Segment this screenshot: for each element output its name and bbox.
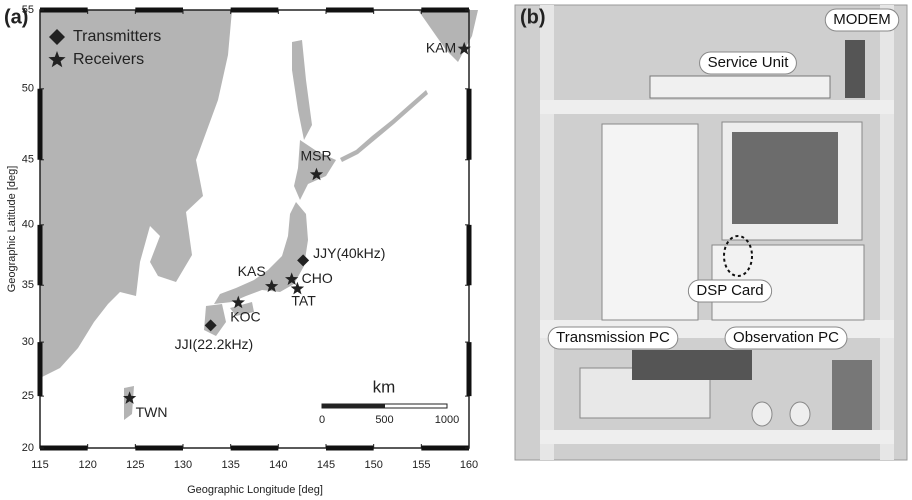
photo-label: Transmission PC bbox=[556, 329, 670, 346]
photo-label: Observation PC bbox=[733, 329, 839, 346]
x-tick-label: 120 bbox=[78, 459, 96, 471]
x-tick-label: 145 bbox=[317, 459, 335, 471]
x-tick-label: 150 bbox=[364, 459, 382, 471]
y-axis-title: Geographic Latitude [deg] bbox=[6, 166, 18, 293]
scale-segment bbox=[322, 404, 385, 408]
x-tick-label: 130 bbox=[174, 459, 192, 471]
scale-title: km bbox=[373, 377, 396, 396]
station-label: TAT bbox=[291, 292, 316, 308]
x-tick-label: 135 bbox=[221, 459, 239, 471]
land bbox=[40, 10, 478, 420]
scale-tick-label: 1000 bbox=[435, 414, 459, 426]
station-label: JJY(40kHz) bbox=[313, 245, 385, 261]
station-label: TWN bbox=[136, 404, 168, 420]
station-label: KAS bbox=[238, 263, 266, 279]
station-label: JJI(22.2kHz) bbox=[175, 336, 254, 352]
x-tick-label: 115 bbox=[31, 459, 49, 471]
legend-label: Receivers bbox=[73, 51, 144, 68]
page: {"chart_data": {"type": "scatter", "pane… bbox=[0, 0, 912, 500]
station-label: KAM bbox=[426, 40, 456, 56]
y-tick-label: 35 bbox=[22, 279, 34, 291]
photo-label: Service Unit bbox=[708, 54, 790, 71]
y-tick-label: 55 bbox=[22, 4, 34, 16]
scale-tick-label: 0 bbox=[319, 414, 325, 426]
y-tick-label: 25 bbox=[22, 390, 34, 402]
y-tick-label: 20 bbox=[22, 442, 34, 454]
y-tick-label: 45 bbox=[22, 154, 34, 166]
x-tick-label: 140 bbox=[269, 459, 287, 471]
station-label: KOC bbox=[230, 308, 260, 324]
x-tick-label: 125 bbox=[126, 459, 144, 471]
sakhalin bbox=[292, 40, 312, 140]
y-tick-label: 30 bbox=[22, 336, 34, 348]
x-tick-label: 155 bbox=[412, 459, 430, 471]
x-axis-title: Geographic Longitude [deg] bbox=[187, 484, 323, 496]
station-label: MSR bbox=[300, 147, 331, 163]
kuril bbox=[340, 90, 428, 162]
x-tick-label: 160 bbox=[460, 459, 478, 471]
photo-label: MODEM bbox=[833, 11, 891, 28]
figure: (a) Geographic Longitude [deg] Geographi… bbox=[0, 0, 912, 500]
station-label: CHO bbox=[302, 270, 333, 286]
scale-tick-label: 500 bbox=[375, 414, 393, 426]
panel-label: (b) bbox=[520, 6, 546, 28]
legend-label: Transmitters bbox=[73, 28, 161, 45]
scale-segment bbox=[385, 404, 448, 408]
y-tick-label: 40 bbox=[22, 219, 34, 231]
y-tick-label: 50 bbox=[22, 83, 34, 95]
photo-label: DSP Card bbox=[696, 282, 763, 299]
kyushu bbox=[204, 304, 226, 336]
